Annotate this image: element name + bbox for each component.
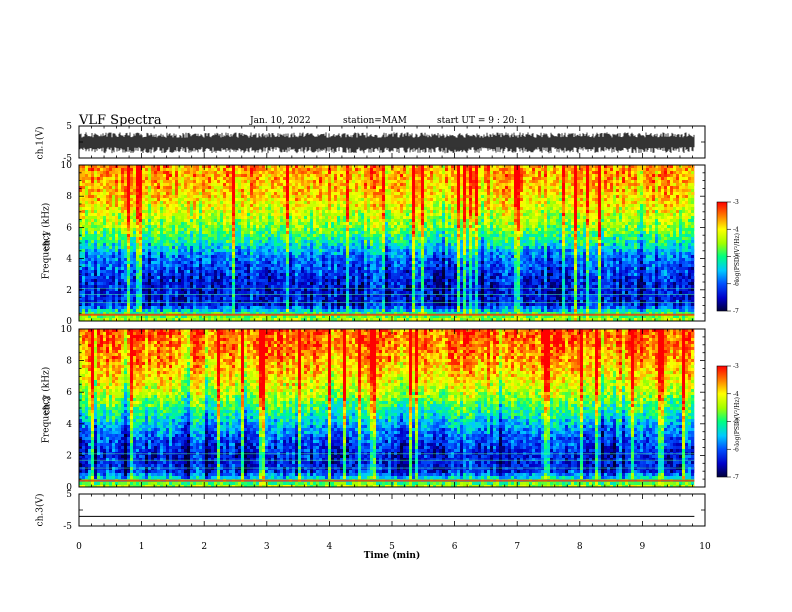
s1-freq-tick-label: 4 [66, 255, 72, 265]
ch2-colorbar-tick-label: -3 [733, 363, 739, 370]
x-tick-label: 2 [201, 542, 207, 552]
ch2-colorbar-tick-label: -6 [733, 446, 739, 453]
x-axis-label: Time (min) [364, 550, 421, 561]
x-tick-label: 7 [514, 542, 520, 552]
ch1-colorbar-tick-label: -3 [733, 199, 739, 206]
x-tick-label: 6 [452, 542, 458, 552]
date-label: Jan. 10, 2022 [250, 116, 311, 126]
s1-freq-tick-label: 8 [66, 192, 72, 202]
x-tick-label: 3 [264, 542, 270, 552]
s1-freq-tick-label: 0 [66, 317, 72, 327]
station-label: station=MAM [343, 116, 407, 126]
ch2-colorbar-tick-label: -5 [733, 419, 739, 426]
figure-title: VLF Spectra [79, 113, 162, 128]
ch1-waveform-trace [78, 132, 695, 154]
ch2-spec-ylabel-freq: Frequency (kHz) [41, 367, 51, 444]
ch1-spec-ylabel-freq: Frequency (kHz) [41, 203, 51, 280]
s2-freq-tick-label: 0 [66, 483, 72, 493]
x-tick-label: 9 [640, 542, 646, 552]
x-tick-label: 0 [76, 542, 82, 552]
s1-freq-tick-label: 2 [66, 286, 72, 296]
x-tick-label: 5 [389, 542, 395, 552]
ch2-colorbar-tick-label: -7 [733, 474, 739, 481]
s2-freq-tick-label: 2 [66, 451, 72, 461]
ch1-spectrogram-heatmap [79, 165, 695, 321]
ch1-colorbar [716, 201, 728, 312]
ch1-colorbar-tick-label: -5 [733, 254, 739, 261]
s2-freq-tick-label: 10 [61, 325, 73, 335]
x-tick-label: 8 [577, 542, 583, 552]
x-tick-label: 4 [327, 542, 333, 552]
s1-freq-tick-label: 6 [66, 223, 72, 233]
s2-freq-tick-label: 6 [66, 388, 72, 398]
s2-freq-tick-label: 4 [66, 420, 72, 430]
ch2-colorbar-tick-label: -4 [733, 391, 739, 398]
ch1-colorbar-tick-label: -6 [733, 281, 739, 288]
ch1-colorbar-tick-label: -4 [733, 226, 739, 233]
ch1-colorbar-label: log(PSD)(V²/Hz) [734, 233, 741, 282]
ch1-colorbar-tick-label: -7 [733, 308, 739, 315]
x-tick-label: 10 [699, 542, 711, 552]
w1-ytick-label: -5 [63, 154, 72, 164]
ch3-wave-ylabel: ch.3(V) [35, 494, 45, 527]
start-ut-label: start UT = 9 : 20: 1 [437, 116, 526, 126]
w3-ytick-label: -5 [63, 522, 72, 532]
s2-freq-tick-label: 8 [66, 357, 72, 367]
ch2-colorbar [716, 365, 728, 478]
w1-ytick-label: 5 [66, 122, 72, 132]
ch2-spectrogram-heatmap [79, 329, 695, 487]
ch1-wave-ylabel: ch.1(V) [35, 127, 45, 160]
s1-freq-tick-label: 10 [61, 161, 73, 171]
w3-ytick-label: 5 [66, 490, 72, 500]
x-tick-label: 1 [139, 542, 145, 552]
ch2-colorbar-label: log(PSD)(V²/Hz) [734, 397, 741, 446]
